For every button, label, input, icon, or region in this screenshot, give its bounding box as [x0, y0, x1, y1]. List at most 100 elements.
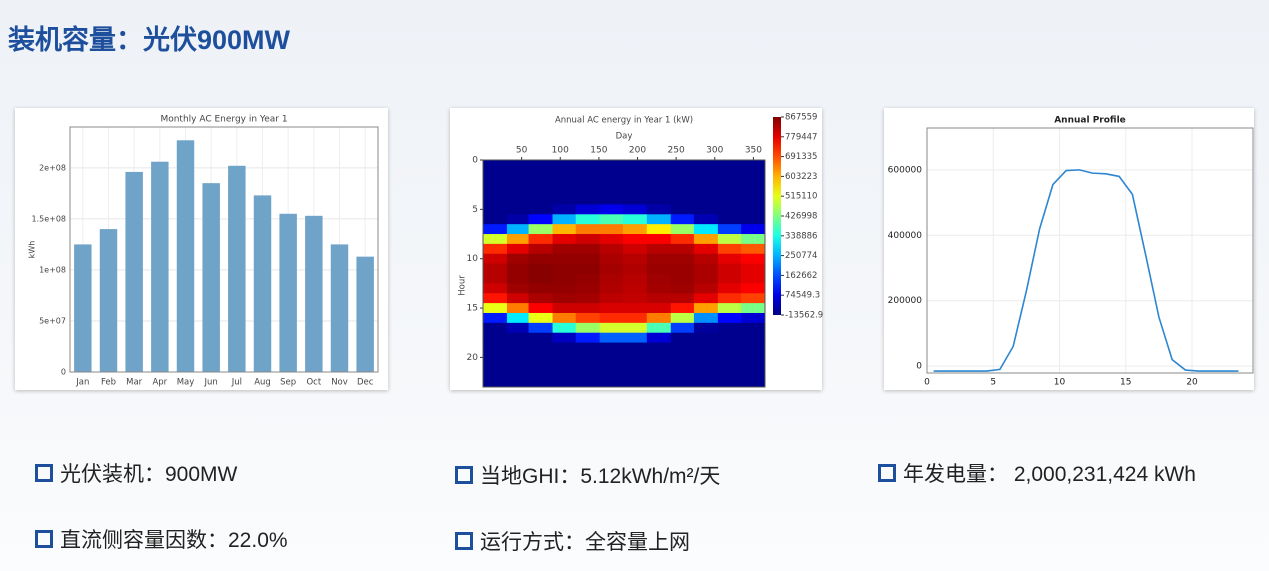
x-tick-label: 15 — [1120, 378, 1131, 388]
heatmap-cell — [717, 160, 742, 166]
x-tick-label: 350 — [745, 146, 762, 156]
heatmap-cell — [646, 224, 672, 235]
heatmap-cell — [670, 273, 695, 284]
heatmap-cell — [506, 273, 529, 284]
bullet-icon — [878, 464, 896, 482]
heatmap-cell — [552, 174, 577, 186]
heatmap-cell — [599, 293, 624, 304]
x-tick-label: 200 — [629, 146, 646, 156]
heatmap-cell — [741, 224, 765, 235]
heatmap-cell — [506, 293, 529, 304]
heatmap-cell — [717, 253, 742, 265]
heatmap-cell — [599, 253, 624, 265]
heatmap-cell — [646, 243, 672, 255]
heatmap-cell — [528, 243, 553, 255]
colorbar-tick-label: 426998 — [785, 212, 817, 222]
heatmap-cell — [552, 382, 577, 387]
heatmap-cell — [599, 174, 624, 186]
heatmap-cell — [483, 372, 508, 383]
heatmap-cell — [528, 194, 553, 205]
heatmap-cell — [622, 293, 648, 304]
heatmap-cell — [717, 243, 742, 255]
heatmap-cell — [528, 372, 553, 383]
heatmap-cell — [506, 332, 529, 343]
heatmap-cell — [483, 382, 508, 387]
heatmap-cell — [575, 322, 601, 334]
heatmap-cell — [483, 194, 508, 205]
heatmap-cell — [646, 273, 672, 284]
y-tick-label: 1e+08 — [39, 265, 66, 274]
heatmap-cell — [528, 273, 553, 284]
heatmap-cell — [646, 372, 672, 383]
heatmap-cell — [528, 204, 553, 215]
heatmap-cell — [741, 253, 765, 265]
heatmap-cell — [670, 194, 695, 205]
heatmap-cell — [693, 362, 719, 373]
colorbar-tick-label: -13562.9 — [785, 311, 823, 321]
heatmap-cell — [670, 234, 695, 245]
page-title: 装机容量：光伏900MW — [8, 25, 291, 55]
bar — [125, 171, 143, 372]
heatmap-cell — [717, 352, 742, 363]
y-axis-label: kWh — [28, 241, 37, 259]
colorbar-tick-label: 779447 — [785, 132, 817, 142]
heatmap-cell — [552, 303, 577, 314]
bullet-icon — [455, 466, 473, 484]
heatmap-cell — [717, 312, 742, 324]
bar — [202, 183, 220, 372]
heatmap-cell — [646, 184, 672, 195]
x-tick-label: Sep — [280, 378, 296, 388]
heatmap-cell — [670, 243, 695, 255]
heatmap-cell — [575, 253, 601, 265]
heatmap-cell — [717, 174, 742, 186]
stat-text: 当地GHI：5.12kWh/m²/天 — [480, 465, 721, 488]
x-tick-label: Feb — [101, 378, 116, 388]
heatmap-cell — [622, 243, 648, 255]
heatmap-cell — [575, 312, 601, 324]
heatmap-cell — [599, 273, 624, 284]
x-tick-label: Jan — [75, 378, 89, 388]
x-tick-label: Aug — [254, 378, 271, 388]
heatmap-cell — [646, 382, 672, 387]
heatmap-cell — [622, 273, 648, 284]
heatmap-cell — [670, 184, 695, 195]
x-tick-label: Nov — [331, 378, 348, 388]
heatmap-cell — [717, 273, 742, 284]
heatmap-cell — [741, 332, 765, 343]
heatmap-cell — [483, 224, 508, 235]
heatmap-cell — [575, 352, 601, 363]
heatmap-cell — [506, 164, 529, 176]
heatmap-cell — [483, 204, 508, 215]
bar — [253, 195, 272, 372]
heatmap-cell — [599, 342, 624, 353]
heatmap-cell — [646, 352, 672, 363]
heatmap-cell — [693, 303, 719, 314]
heatmap-cell — [670, 224, 695, 235]
heatmap-cell — [717, 234, 742, 245]
heatmap-cell — [599, 372, 624, 383]
stat: 光伏装机：900MW — [35, 458, 237, 488]
y-tick-label: 0 — [472, 156, 478, 166]
heatmap-cell — [693, 174, 719, 186]
heatmap-cell — [506, 184, 529, 195]
heatmap-cell — [670, 303, 695, 314]
heatmap-cell — [506, 372, 529, 383]
heatmap-cell — [670, 293, 695, 304]
heatmap-cell — [622, 322, 648, 334]
heatmap-cell — [599, 263, 624, 274]
chart-title: Monthly AC Energy in Year 1 — [160, 115, 287, 125]
heatmap-cell — [741, 160, 765, 166]
heatmap-cell — [575, 214, 601, 225]
heatmap-cell — [741, 322, 765, 334]
heatmap-cell — [599, 243, 624, 255]
x-tick-label: 100 — [552, 146, 569, 156]
heatmap-cell — [693, 234, 719, 245]
y-axis-label: Hour — [458, 275, 468, 296]
heatmap-cell — [646, 160, 672, 166]
heatmap-cell — [483, 283, 508, 294]
heatmap-cell — [693, 372, 719, 383]
bullet-icon — [35, 530, 53, 548]
heatmap-cell — [670, 204, 695, 215]
heatmap-cell — [670, 263, 695, 274]
